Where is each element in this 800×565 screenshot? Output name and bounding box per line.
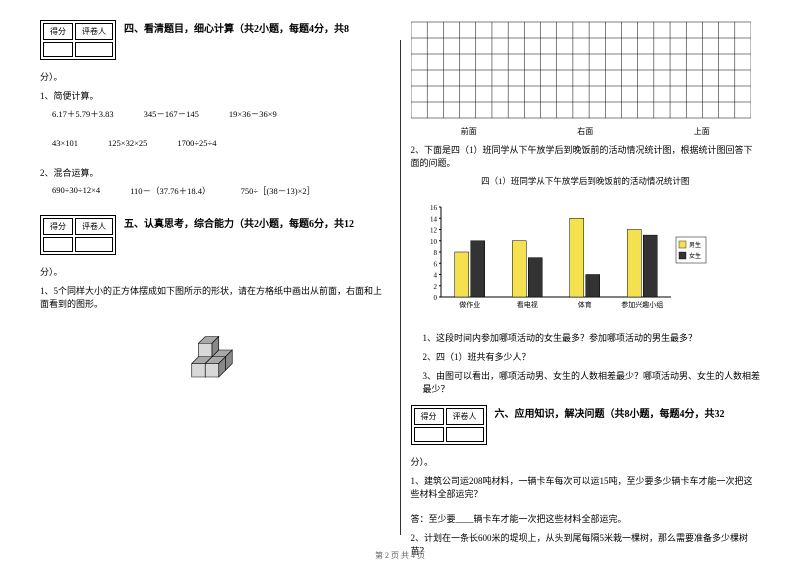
svg-text:0: 0	[433, 294, 437, 302]
prob: 125×32×25	[108, 138, 147, 148]
s4-row1: 6.17＋5.79＋3.83 345－167－145 19×36－36×9	[52, 108, 390, 120]
svg-text:12: 12	[430, 227, 438, 235]
score-cell	[43, 42, 73, 57]
prob: 43×101	[52, 138, 78, 148]
answer-grid	[411, 20, 751, 120]
svg-text:看电视: 看电视	[516, 300, 537, 309]
score-box: 得分 评卷人	[40, 215, 116, 255]
s5-sub2: 2、四（1）班共有多少人？	[423, 350, 761, 363]
s4-row2: 43×101 125×32×25 1700÷25÷4	[52, 138, 390, 148]
prob: 19×36－36×9	[229, 108, 277, 120]
section5-title: 五、认真思考，综合能力（共2小题，每题6分，共12	[124, 215, 354, 230]
svg-text:男生: 男生	[689, 241, 701, 249]
s6-q2: 2、计划在一条长600米的堤坝上，从头到尾每隔5米栽一棵树，那么需要准备多少棵树…	[411, 531, 761, 557]
svg-text:女生: 女生	[689, 252, 701, 260]
label-front: 前面	[461, 126, 477, 137]
section4-title: 四、看清题目，细心计算（共2小题，每题4分，共8	[124, 20, 349, 35]
svg-text:14: 14	[430, 215, 438, 223]
grid-labels: 前面 右面 上面	[411, 126, 761, 137]
section4-header: 得分 评卷人 四、看清题目，细心计算（共2小题，每题4分，共8	[40, 20, 390, 64]
prob: 345－167－145	[144, 108, 199, 120]
prob: 6.17＋5.79＋3.83	[52, 108, 114, 120]
s5-sub3: 3、由图可以看出，哪项活动男、女生的人数相差最少？哪项活动男、女生的人数相差最少…	[423, 369, 761, 395]
svg-text:4: 4	[433, 272, 437, 280]
score-box: 得分 评卷人	[411, 405, 487, 445]
page-footer: 第 2 页 共 4 页	[375, 550, 425, 561]
reviewer-label: 评卷人	[446, 408, 484, 425]
s4-sub1: 1、简便计算。	[40, 89, 390, 102]
s5-q2: 2、下面是四（1）班同学从下午放学后到晚饭前的活动情况统计图，根据统计图回答下面…	[411, 143, 761, 169]
label-right: 右面	[577, 126, 593, 137]
prob: 1700÷25÷4	[177, 138, 216, 148]
svg-text:10: 10	[430, 238, 438, 246]
s5-sub1: 1、这段时间内参加哪项活动的女生最多？参加哪项活动的男生最多？	[423, 331, 761, 344]
page-root: 得分 评卷人 四、看清题目，细心计算（共2小题，每题4分，共8 分）。 1、简便…	[0, 0, 800, 565]
reviewer-label: 评卷人	[75, 218, 113, 235]
cubes-figure	[170, 318, 260, 388]
bar-chart: 0 2 4 6 8 10 12 14 16 做作业 看电视 体育 参加兴趣小组 男生女生	[411, 197, 711, 317]
score-label: 得分	[43, 218, 73, 235]
reviewer-cell	[75, 42, 113, 57]
s6-q1: 1、建筑公司运208吨材料，一辆卡车每次可以运15吨，至少要多少辆卡车才能一次把…	[411, 474, 761, 500]
score-label: 得分	[43, 23, 73, 40]
score-box: 得分 评卷人	[40, 20, 116, 60]
svg-text:做作业: 做作业	[459, 300, 480, 309]
prob: 690÷30÷12×4	[52, 185, 100, 197]
reviewer-label: 评卷人	[75, 23, 113, 40]
score-label: 得分	[414, 408, 444, 425]
svg-text:参加兴趣小组: 参加兴趣小组	[621, 300, 663, 309]
svg-text:体育: 体育	[577, 300, 591, 309]
prob: 110－（37.76＋18.4）	[130, 185, 210, 197]
svg-text:8: 8	[433, 249, 437, 257]
svg-text:2: 2	[433, 283, 437, 291]
section5-header: 得分 评卷人 五、认真思考，综合能力（共2小题，每题6分，共12	[40, 215, 390, 259]
svg-text:6: 6	[433, 260, 437, 268]
svg-text:16: 16	[430, 204, 438, 212]
section6-title: 六、应用知识，解决问题（共8小题，每题4分，共32	[495, 405, 725, 420]
s6-ans1: 答：至少要____辆卡车才能一次把这些材料全部运完。	[411, 512, 761, 525]
right-column: 前面 右面 上面 2、下面是四（1）班同学从下午放学后到晚饭前的活动情况统计图，…	[401, 20, 771, 555]
prob: 750÷［(38－13)×2］	[241, 185, 316, 197]
s4-sub2: 2、混合运算。	[40, 166, 390, 179]
section5-title-cont: 分）。	[40, 265, 390, 278]
label-top: 上面	[694, 126, 710, 137]
s4-row3: 690÷30÷12×4 110－（37.76＋18.4） 750÷［(38－13…	[52, 185, 390, 197]
section4-title-cont: 分）。	[40, 70, 390, 83]
s5-q1: 1、5个同样大小的正方体摆成如下图所示的形状，请在方格纸中画出从前面，右面和上面…	[40, 284, 390, 310]
section6-header: 得分 评卷人 六、应用知识，解决问题（共8小题，每题4分，共32	[411, 405, 761, 449]
chart-title: 四（1）班同学从下午放学后到晚饭前的活动情况统计图	[411, 175, 761, 187]
section6-title-cont: 分）。	[411, 455, 761, 468]
left-column: 得分 评卷人 四、看清题目，细心计算（共2小题，每题4分，共8 分）。 1、简便…	[30, 20, 400, 555]
